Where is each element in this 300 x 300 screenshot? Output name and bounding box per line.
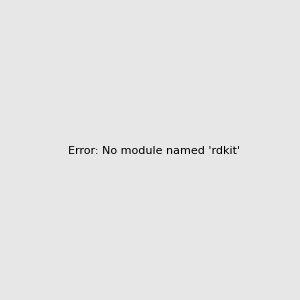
Text: Error: No module named 'rdkit': Error: No module named 'rdkit' xyxy=(68,146,240,157)
